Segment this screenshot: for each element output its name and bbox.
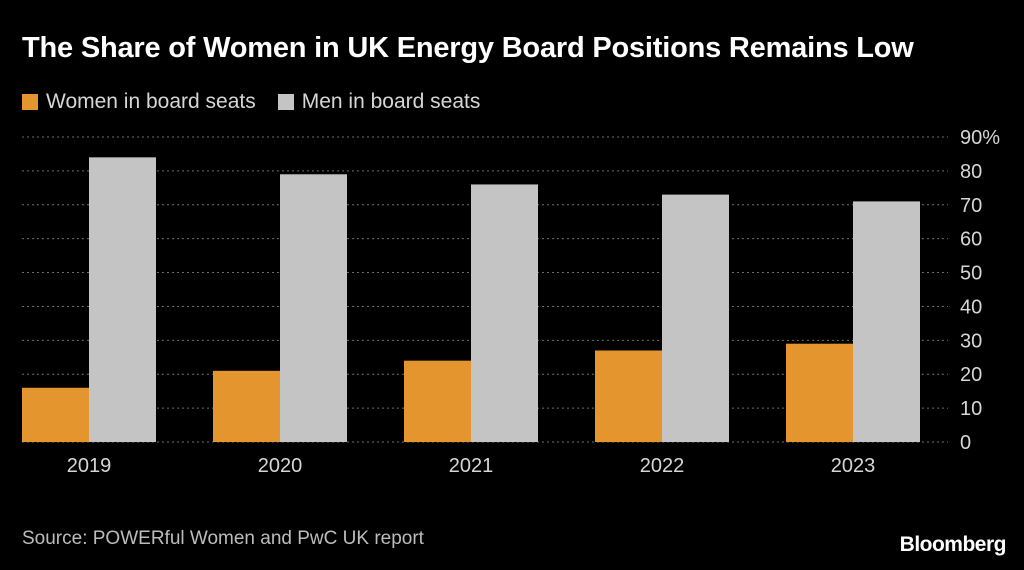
- y-tick-label: 70: [960, 195, 982, 217]
- bar-women-2019: [22, 387, 89, 442]
- x-tick-label: 2022: [640, 455, 685, 477]
- bar-women-2022: [595, 350, 662, 442]
- x-tick-label: 2023: [831, 455, 876, 477]
- source-note: Source: POWERful Women and PwC UK report: [22, 528, 424, 549]
- legend-label-men: Men in board seats: [301, 90, 481, 113]
- y-tick-label: 20: [960, 364, 982, 386]
- brand-logo: Bloomberg: [899, 533, 1007, 556]
- legend-item-men: Men in board seats: [277, 90, 481, 114]
- y-tick-label: 30: [960, 330, 982, 352]
- x-tick-label: 2019: [67, 455, 112, 477]
- bar-men-2021: [471, 184, 538, 442]
- legend-label-women: Women in board seats: [46, 90, 256, 113]
- bar-men-2019: [89, 157, 156, 443]
- y-tick-label: 90%: [960, 127, 1000, 149]
- y-tick-label: 0: [960, 432, 971, 454]
- chart-legend: Women in board seats Men in board seats: [22, 90, 502, 114]
- chart-title: The Share of Women in UK Energy Board Po…: [22, 32, 914, 64]
- bar-women-2021: [404, 360, 471, 442]
- bar-men-2020: [280, 174, 347, 442]
- x-axis-ticks: 2019 2020 2021 2022 2023: [67, 455, 876, 477]
- y-tick-label: 50: [960, 263, 982, 285]
- y-tick-label: 40: [960, 296, 982, 318]
- y-tick-label: 80: [960, 161, 982, 183]
- x-tick-label: 2020: [258, 455, 303, 477]
- legend-item-women: Women in board seats: [22, 90, 256, 114]
- y-tick-label: 10: [960, 398, 982, 420]
- x-tick-label: 2021: [449, 455, 494, 477]
- bar-women-2023: [786, 343, 853, 442]
- bars-layer: [22, 157, 920, 443]
- y-axis-ticks: 0 10 20 30 40 50 60 70 80 90%: [960, 127, 1000, 454]
- y-tick-label: 60: [960, 229, 982, 251]
- bar-men-2022: [662, 194, 729, 442]
- bar-women-2020: [213, 370, 280, 442]
- legend-swatch-men: [277, 94, 294, 110]
- bar-men-2023: [853, 201, 920, 442]
- legend-swatch-women: [22, 94, 38, 110]
